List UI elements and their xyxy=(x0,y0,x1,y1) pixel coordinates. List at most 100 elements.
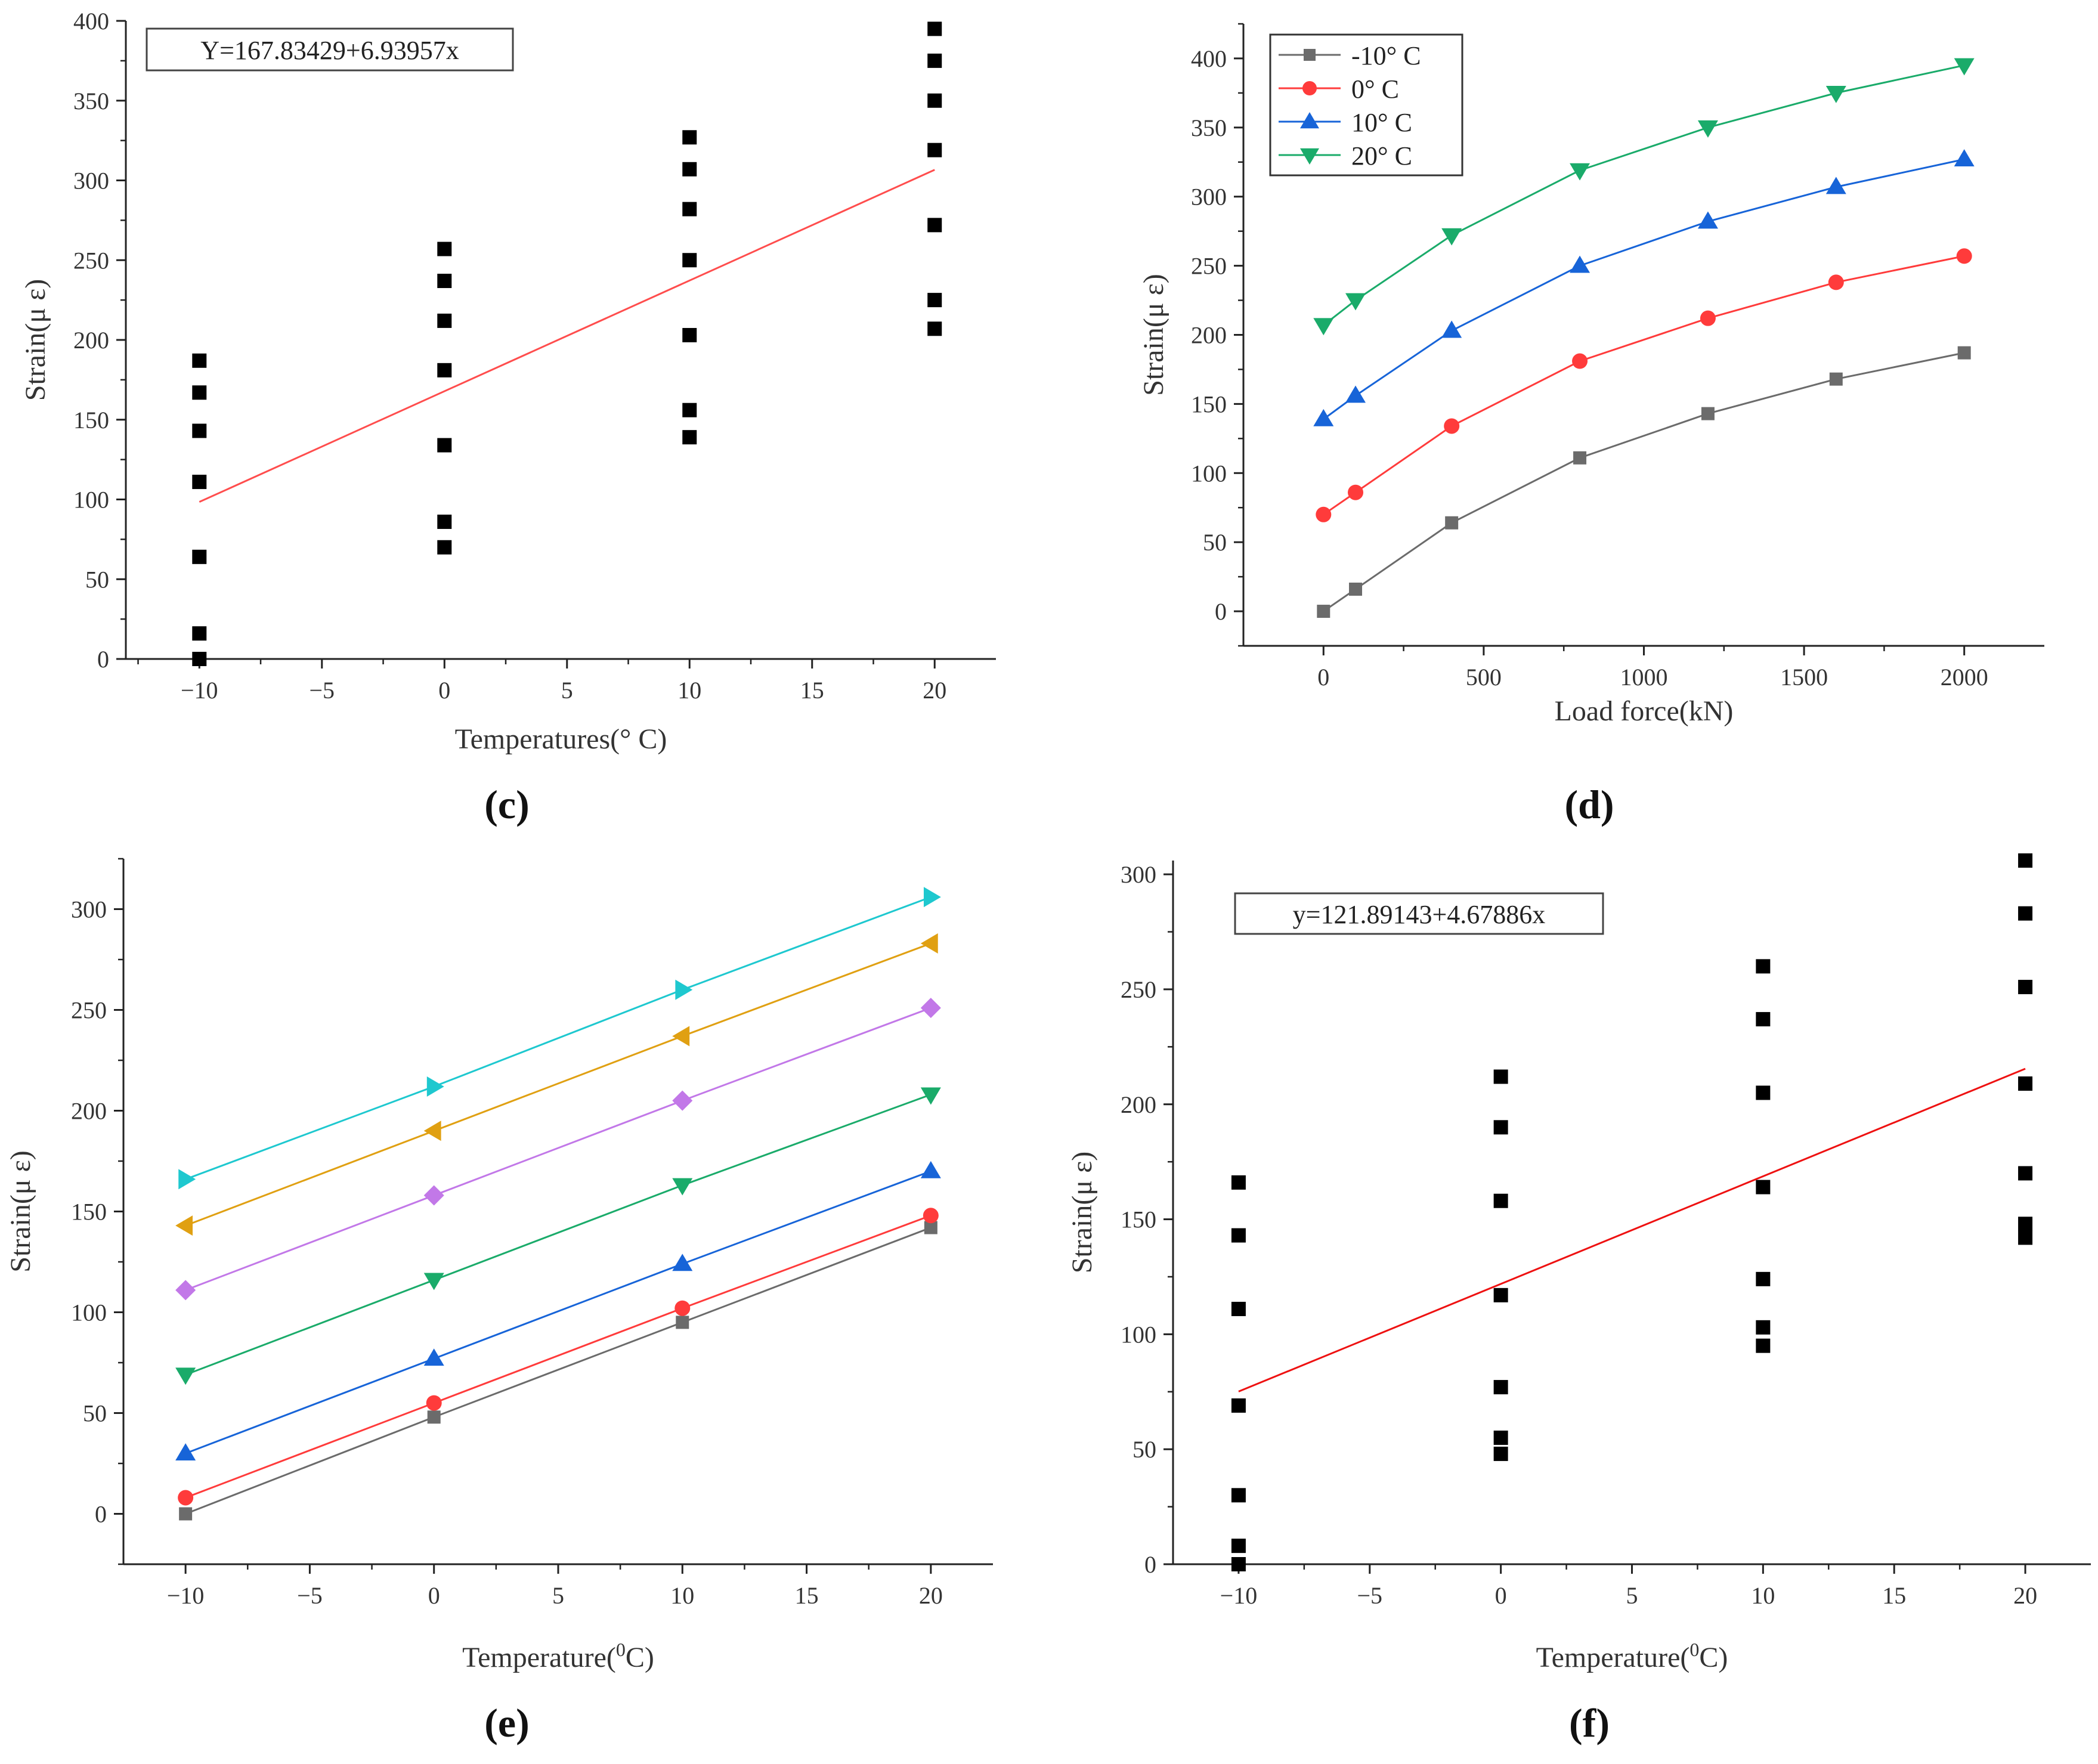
x-tick-label: 0 xyxy=(1317,664,1329,691)
series-marker xyxy=(1954,149,1975,167)
series-marker xyxy=(178,1169,196,1190)
legend: -10° C 0° C 10° C 20° C xyxy=(1269,33,1463,177)
series-marker xyxy=(923,1208,939,1224)
y-tick-label: 50 xyxy=(1203,529,1227,556)
data-point xyxy=(927,218,942,233)
series-marker xyxy=(423,1348,444,1366)
series-marker xyxy=(426,1076,444,1097)
regression-line xyxy=(1238,1067,2026,1392)
data-point xyxy=(927,21,942,36)
series-line xyxy=(185,896,932,1180)
data-point xyxy=(1231,1175,1246,1190)
y-tick-label: 250 xyxy=(73,247,109,274)
x-tick-label: 500 xyxy=(1466,664,1502,691)
series-marker xyxy=(675,979,693,1000)
series-line xyxy=(1323,158,1965,420)
series-marker xyxy=(175,1280,196,1301)
x-tick-label: 0 xyxy=(1495,1582,1507,1609)
y-tick-label: 100 xyxy=(1121,1321,1156,1348)
x-axis-label: Load force(kN) xyxy=(1555,695,1734,727)
series-marker xyxy=(1697,211,1718,229)
data-point xyxy=(1231,1398,1246,1413)
series-marker xyxy=(175,1443,196,1460)
y-tick-label: 300 xyxy=(1191,184,1227,211)
y-tick-label: 300 xyxy=(1121,861,1156,888)
y-tick-label: 0 xyxy=(1144,1551,1156,1578)
series-marker xyxy=(1700,310,1716,326)
data-point xyxy=(927,321,942,336)
series-marker xyxy=(1441,320,1462,338)
x-tick-label: 10 xyxy=(670,1582,694,1609)
series-marker xyxy=(1573,451,1587,465)
series-line xyxy=(185,942,932,1227)
series-marker xyxy=(672,1090,693,1111)
series-marker xyxy=(1825,177,1846,194)
data-point xyxy=(2018,1230,2033,1245)
series-marker xyxy=(1313,318,1334,336)
series-marker xyxy=(423,1273,444,1290)
data-point xyxy=(2018,1166,2033,1181)
data-point xyxy=(1493,1069,1508,1084)
x-tick-label: 1000 xyxy=(1620,664,1668,691)
series-marker xyxy=(923,887,941,908)
data-point xyxy=(192,423,207,438)
data-point xyxy=(682,430,697,445)
series-marker xyxy=(175,1367,196,1385)
series-marker xyxy=(924,1221,937,1234)
x-axis-label-superscript: 0 xyxy=(616,1639,626,1660)
series-marker xyxy=(672,1026,690,1047)
y-tick-label: 200 xyxy=(73,327,109,354)
series-marker xyxy=(1570,255,1590,273)
data-point xyxy=(1493,1120,1508,1135)
x-axis-label-superscript: 0 xyxy=(1689,1639,1699,1660)
data-point xyxy=(192,353,207,368)
legend-swatch-marker xyxy=(1300,112,1319,129)
data-point xyxy=(927,293,942,308)
series-marker xyxy=(1957,346,1971,360)
panel-label: (e) xyxy=(484,1700,529,1746)
data-point xyxy=(192,626,207,641)
series-marker xyxy=(920,998,941,1019)
series-marker xyxy=(179,1507,193,1521)
data-point xyxy=(1231,1301,1246,1316)
y-tick-label: 250 xyxy=(71,997,107,1024)
y-tick-label: 200 xyxy=(1121,1091,1156,1118)
series-marker xyxy=(1348,484,1364,500)
x-tick-label: 5 xyxy=(1626,1582,1638,1609)
y-tick-label: 400 xyxy=(73,8,109,35)
y-tick-label: 100 xyxy=(73,487,109,513)
x-axis-label: Temperature(0C) xyxy=(1536,1639,1728,1673)
x-tick-label: 1500 xyxy=(1780,664,1828,691)
series-marker xyxy=(426,1395,442,1411)
data-point xyxy=(1756,1338,1771,1353)
legend-swatch-marker xyxy=(1304,49,1316,61)
series-marker xyxy=(1345,293,1366,311)
data-point xyxy=(2018,853,2033,868)
x-tick-label: 2000 xyxy=(1941,664,1988,691)
data-point xyxy=(1493,1430,1508,1445)
series-marker xyxy=(175,1215,193,1236)
y-tick-label: 250 xyxy=(1191,253,1227,280)
y-tick-label: 150 xyxy=(73,407,109,434)
y-tick-label: 50 xyxy=(85,566,109,593)
chart-panel-c: 0 50 100 150 200 250 300 350 400 −10 −5 0 5 10 15 20 Tem… xyxy=(20,8,996,827)
series-line xyxy=(185,1214,932,1499)
data-point xyxy=(1231,1228,1246,1243)
x-tick-label: −5 xyxy=(1357,1582,1383,1609)
data-point xyxy=(1756,1320,1771,1335)
series-marker xyxy=(1572,353,1588,369)
y-tick-label: 300 xyxy=(73,168,109,194)
data-point xyxy=(1493,1446,1508,1461)
data-point xyxy=(437,540,452,555)
data-point xyxy=(927,53,942,68)
series-marker xyxy=(1445,516,1459,530)
legend-swatch-marker xyxy=(1302,81,1317,95)
legend-label: 20° C xyxy=(1351,141,1412,171)
y-tick-label: 250 xyxy=(1121,976,1156,1003)
series-marker xyxy=(1697,120,1718,138)
series-marker xyxy=(1954,58,1975,76)
y-tick-label: 0 xyxy=(97,646,109,673)
legend-label: -10° C xyxy=(1351,41,1421,70)
series-marker xyxy=(423,1121,441,1141)
data-point xyxy=(192,549,207,564)
